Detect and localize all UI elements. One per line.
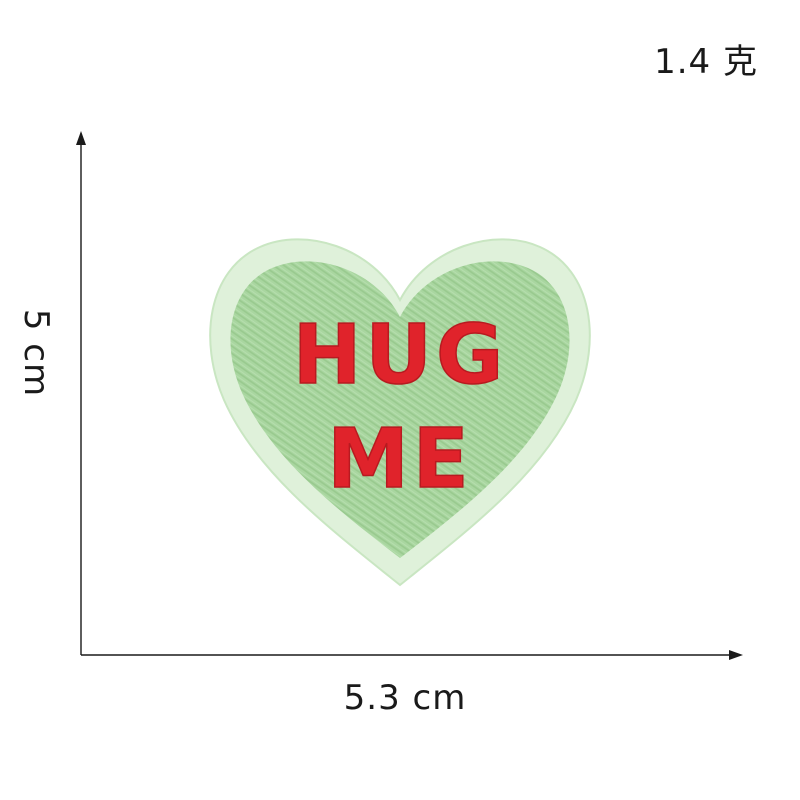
heart-fill-shape: [230, 261, 570, 558]
patch-embroidered-text: HUG ME: [292, 307, 508, 508]
weight-label: 1.4 克: [654, 42, 758, 82]
patch-text-line-2: ME: [327, 412, 473, 507]
patch-text-line-1: HUG: [293, 308, 508, 403]
heart-patch-image: HUG ME: [209, 238, 591, 587]
horizontal-axis-arrow-icon: [729, 650, 743, 660]
height-dimension-label: 5 cm: [16, 308, 56, 398]
width-dimension-label: 5.3 cm: [343, 678, 467, 718]
vertical-axis-arrow-icon: [76, 131, 86, 145]
